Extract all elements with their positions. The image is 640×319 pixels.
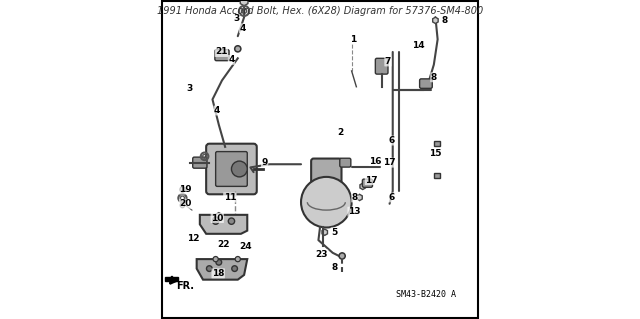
Circle shape bbox=[237, 258, 239, 260]
FancyBboxPatch shape bbox=[311, 159, 342, 186]
Text: 3: 3 bbox=[233, 14, 239, 23]
Polygon shape bbox=[356, 194, 362, 201]
Text: 8: 8 bbox=[351, 193, 358, 202]
Polygon shape bbox=[165, 277, 178, 281]
Circle shape bbox=[340, 254, 344, 257]
Text: SM43-B2420 A: SM43-B2420 A bbox=[396, 290, 456, 299]
Text: 15: 15 bbox=[429, 149, 442, 158]
Bar bbox=[433, 141, 440, 146]
Text: 16: 16 bbox=[369, 157, 381, 166]
Circle shape bbox=[232, 266, 237, 271]
Bar bbox=[433, 173, 440, 178]
Circle shape bbox=[214, 258, 217, 260]
Text: 19: 19 bbox=[179, 185, 192, 194]
Text: 17: 17 bbox=[383, 158, 396, 167]
FancyBboxPatch shape bbox=[420, 79, 432, 88]
FancyBboxPatch shape bbox=[340, 158, 351, 167]
Text: 5: 5 bbox=[331, 228, 337, 237]
Text: 8: 8 bbox=[332, 263, 338, 271]
Text: 3: 3 bbox=[187, 84, 193, 93]
Text: 21: 21 bbox=[215, 48, 228, 56]
Circle shape bbox=[180, 203, 185, 208]
Circle shape bbox=[181, 204, 184, 206]
Polygon shape bbox=[200, 215, 247, 234]
Circle shape bbox=[213, 256, 218, 262]
Text: 10: 10 bbox=[211, 213, 223, 222]
Text: 20: 20 bbox=[179, 199, 192, 208]
Polygon shape bbox=[216, 213, 222, 220]
Circle shape bbox=[213, 217, 218, 222]
Text: 12: 12 bbox=[187, 234, 199, 243]
Text: 2: 2 bbox=[337, 128, 344, 137]
Polygon shape bbox=[433, 17, 438, 24]
Circle shape bbox=[216, 259, 221, 265]
Polygon shape bbox=[360, 183, 365, 189]
Text: 18: 18 bbox=[212, 269, 225, 278]
Text: 7: 7 bbox=[385, 57, 391, 66]
Circle shape bbox=[339, 253, 346, 259]
Polygon shape bbox=[322, 229, 328, 235]
FancyBboxPatch shape bbox=[206, 144, 257, 194]
Text: 4: 4 bbox=[214, 106, 220, 115]
Circle shape bbox=[301, 177, 351, 227]
Circle shape bbox=[236, 256, 240, 262]
Circle shape bbox=[236, 47, 239, 50]
Circle shape bbox=[207, 266, 212, 271]
Text: 4: 4 bbox=[239, 24, 246, 33]
Circle shape bbox=[181, 188, 184, 191]
Text: 13: 13 bbox=[348, 207, 360, 216]
Text: 17: 17 bbox=[365, 175, 378, 185]
Circle shape bbox=[214, 218, 217, 221]
FancyBboxPatch shape bbox=[362, 179, 372, 187]
FancyBboxPatch shape bbox=[216, 152, 247, 186]
Circle shape bbox=[212, 218, 219, 224]
Text: 4: 4 bbox=[228, 56, 235, 64]
Text: 9: 9 bbox=[262, 158, 268, 167]
FancyBboxPatch shape bbox=[215, 50, 229, 61]
Text: 14: 14 bbox=[412, 41, 424, 50]
Text: 22: 22 bbox=[218, 241, 230, 249]
Text: 11: 11 bbox=[223, 193, 236, 202]
Text: 24: 24 bbox=[239, 242, 252, 251]
Circle shape bbox=[180, 187, 185, 192]
Text: 8: 8 bbox=[442, 16, 448, 25]
Circle shape bbox=[232, 161, 247, 177]
Circle shape bbox=[228, 218, 235, 224]
FancyBboxPatch shape bbox=[375, 58, 388, 74]
Text: 1991 Honda Accord Bolt, Hex. (6X28) Diagram for 57376-SM4-800: 1991 Honda Accord Bolt, Hex. (6X28) Diag… bbox=[157, 6, 483, 16]
Text: FR.: FR. bbox=[176, 281, 194, 291]
Polygon shape bbox=[196, 259, 247, 280]
Polygon shape bbox=[240, 0, 248, 6]
Text: 23: 23 bbox=[316, 250, 328, 259]
Text: 6: 6 bbox=[389, 193, 396, 202]
Text: 6: 6 bbox=[389, 136, 396, 145]
Text: 8: 8 bbox=[431, 73, 437, 82]
Circle shape bbox=[235, 46, 241, 52]
Text: 1: 1 bbox=[350, 35, 356, 44]
FancyBboxPatch shape bbox=[193, 157, 207, 168]
